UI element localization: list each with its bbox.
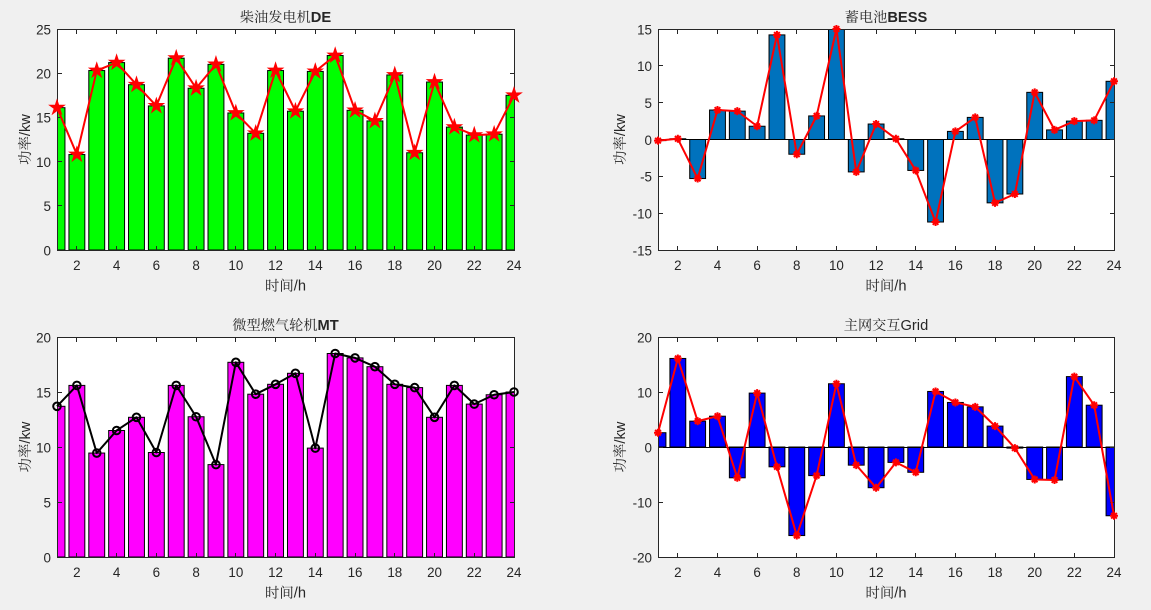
svg-text:25: 25 xyxy=(36,22,51,37)
svg-text:2: 2 xyxy=(73,565,80,580)
svg-text:22: 22 xyxy=(467,565,482,580)
svg-text:18: 18 xyxy=(387,565,402,580)
svg-text:10: 10 xyxy=(228,258,243,273)
svg-text:18: 18 xyxy=(988,258,1003,273)
svg-text:6: 6 xyxy=(153,258,160,273)
svg-text:20: 20 xyxy=(427,565,442,580)
svg-text:16: 16 xyxy=(948,258,963,273)
svg-text:MT: MT xyxy=(318,318,339,334)
svg-text:0: 0 xyxy=(44,550,51,565)
svg-text:0: 0 xyxy=(645,440,652,455)
svg-text:12: 12 xyxy=(869,565,884,580)
svg-text:2: 2 xyxy=(674,258,681,273)
svg-text:14: 14 xyxy=(308,565,323,580)
svg-text:22: 22 xyxy=(467,258,482,273)
svg-text:10: 10 xyxy=(829,565,844,580)
svg-text:BESS: BESS xyxy=(887,10,927,26)
svg-text:2: 2 xyxy=(73,258,80,273)
svg-text:5: 5 xyxy=(44,199,51,214)
svg-text:4: 4 xyxy=(714,565,722,580)
svg-text:4: 4 xyxy=(714,258,722,273)
svg-text:24: 24 xyxy=(1107,258,1122,273)
svg-text:/h: /h xyxy=(894,279,906,295)
svg-text:20: 20 xyxy=(36,67,51,82)
svg-text:-10: -10 xyxy=(633,206,652,221)
svg-text:24: 24 xyxy=(1107,565,1122,580)
svg-text:12: 12 xyxy=(869,258,884,273)
svg-text:6: 6 xyxy=(753,565,760,580)
svg-text:14: 14 xyxy=(908,258,923,273)
svg-text:-5: -5 xyxy=(640,170,652,185)
svg-text:Grid: Grid xyxy=(901,318,929,334)
svg-text:16: 16 xyxy=(948,565,963,580)
svg-text:0: 0 xyxy=(645,133,652,148)
svg-text:16: 16 xyxy=(348,258,363,273)
svg-text:6: 6 xyxy=(753,258,760,273)
svg-text:8: 8 xyxy=(793,565,800,580)
svg-text:/h: /h xyxy=(894,586,906,602)
svg-text:/kw: /kw xyxy=(18,114,34,136)
svg-text:24: 24 xyxy=(507,565,522,580)
svg-text:22: 22 xyxy=(1067,258,1082,273)
svg-text:-20: -20 xyxy=(633,550,652,565)
svg-text:24: 24 xyxy=(507,258,522,273)
svg-text:14: 14 xyxy=(908,565,923,580)
svg-text:10: 10 xyxy=(637,385,652,400)
svg-text:4: 4 xyxy=(113,565,121,580)
svg-text:20: 20 xyxy=(1027,565,1042,580)
svg-text:10: 10 xyxy=(637,59,652,74)
svg-text:10: 10 xyxy=(36,440,51,455)
svg-text:14: 14 xyxy=(308,258,323,273)
svg-text:DE: DE xyxy=(311,10,332,26)
svg-text:12: 12 xyxy=(268,258,283,273)
svg-text:10: 10 xyxy=(36,155,51,170)
svg-text:12: 12 xyxy=(268,565,283,580)
svg-text:15: 15 xyxy=(36,111,51,126)
svg-text:18: 18 xyxy=(988,565,1003,580)
svg-text:8: 8 xyxy=(192,565,199,580)
svg-text:5: 5 xyxy=(44,495,51,510)
svg-text:5: 5 xyxy=(645,96,652,111)
svg-text:15: 15 xyxy=(637,22,652,37)
svg-text:10: 10 xyxy=(228,565,243,580)
svg-text:-15: -15 xyxy=(633,243,652,258)
svg-text:20: 20 xyxy=(1027,258,1042,273)
svg-text:8: 8 xyxy=(793,258,800,273)
svg-text:/h: /h xyxy=(294,279,306,295)
svg-text:/kw: /kw xyxy=(18,421,34,443)
svg-text:/h: /h xyxy=(294,586,306,602)
svg-text:20: 20 xyxy=(427,258,442,273)
svg-text:0: 0 xyxy=(44,243,51,258)
svg-text:20: 20 xyxy=(637,330,652,345)
svg-text:18: 18 xyxy=(387,258,402,273)
svg-text:-10: -10 xyxy=(633,495,652,510)
svg-text:/kw: /kw xyxy=(613,114,629,136)
svg-text:10: 10 xyxy=(829,258,844,273)
svg-text:2: 2 xyxy=(674,565,681,580)
svg-text:/kw: /kw xyxy=(613,421,629,443)
svg-text:15: 15 xyxy=(36,385,51,400)
svg-text:16: 16 xyxy=(348,565,363,580)
svg-text:20: 20 xyxy=(36,330,51,345)
svg-text:6: 6 xyxy=(153,565,160,580)
svg-text:8: 8 xyxy=(192,258,199,273)
svg-text:4: 4 xyxy=(113,258,121,273)
svg-text:22: 22 xyxy=(1067,565,1082,580)
